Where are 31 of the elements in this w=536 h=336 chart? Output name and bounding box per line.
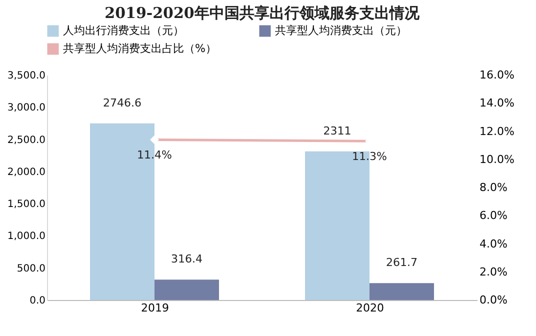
- y2-tick-label: 8.0%: [480, 181, 508, 194]
- legend-label: 人均出行消费支出（元）: [63, 24, 184, 37]
- y-tick-label: 2,000.0: [7, 166, 46, 178]
- x-tick-label: 2019: [141, 302, 169, 314]
- y-tick-label: 3,500.0: [7, 70, 46, 82]
- legend-label: 共享型人均消费支出占比（%）: [63, 42, 216, 55]
- data-label: 11.4%: [137, 148, 172, 162]
- y2-tick-label: 2.0%: [480, 265, 508, 278]
- y2-tick-label: 0.0%: [480, 294, 508, 306]
- y2-tick-label: 4.0%: [480, 237, 508, 250]
- y-tick-label: 0.0: [30, 296, 46, 306]
- y-tick-label: 2,500.0: [7, 134, 46, 146]
- bar: [154, 280, 219, 300]
- legend-label: 共享型人均消费支出（元）: [275, 24, 407, 37]
- data-label: 2746.6: [103, 96, 142, 110]
- y-tick-label: 500.0: [16, 263, 46, 274]
- y2-tick-label: 6.0%: [480, 209, 508, 222]
- y2-tick-label: 12.0%: [480, 124, 514, 138]
- data-label: 261.7: [386, 256, 418, 270]
- y-tick-label: 1,000.0: [7, 231, 46, 242]
- bar: [370, 283, 434, 300]
- chart-title: 2019-2020年中国共享出行领域服务支出情况: [104, 4, 420, 22]
- y2-tick-label: 10.0%: [480, 152, 514, 166]
- data-label: 316.4: [171, 252, 202, 266]
- y-tick-label: 3,000.0: [7, 102, 46, 114]
- data-label: 2311: [323, 124, 352, 138]
- y2-tick-label: 16.0%: [480, 68, 514, 82]
- x-tick-label: 2020: [356, 302, 384, 314]
- data-label: 11.3%: [352, 150, 387, 164]
- y2-tick-label: 14.0%: [480, 96, 514, 110]
- y-tick-label: 1,500.0: [7, 199, 46, 210]
